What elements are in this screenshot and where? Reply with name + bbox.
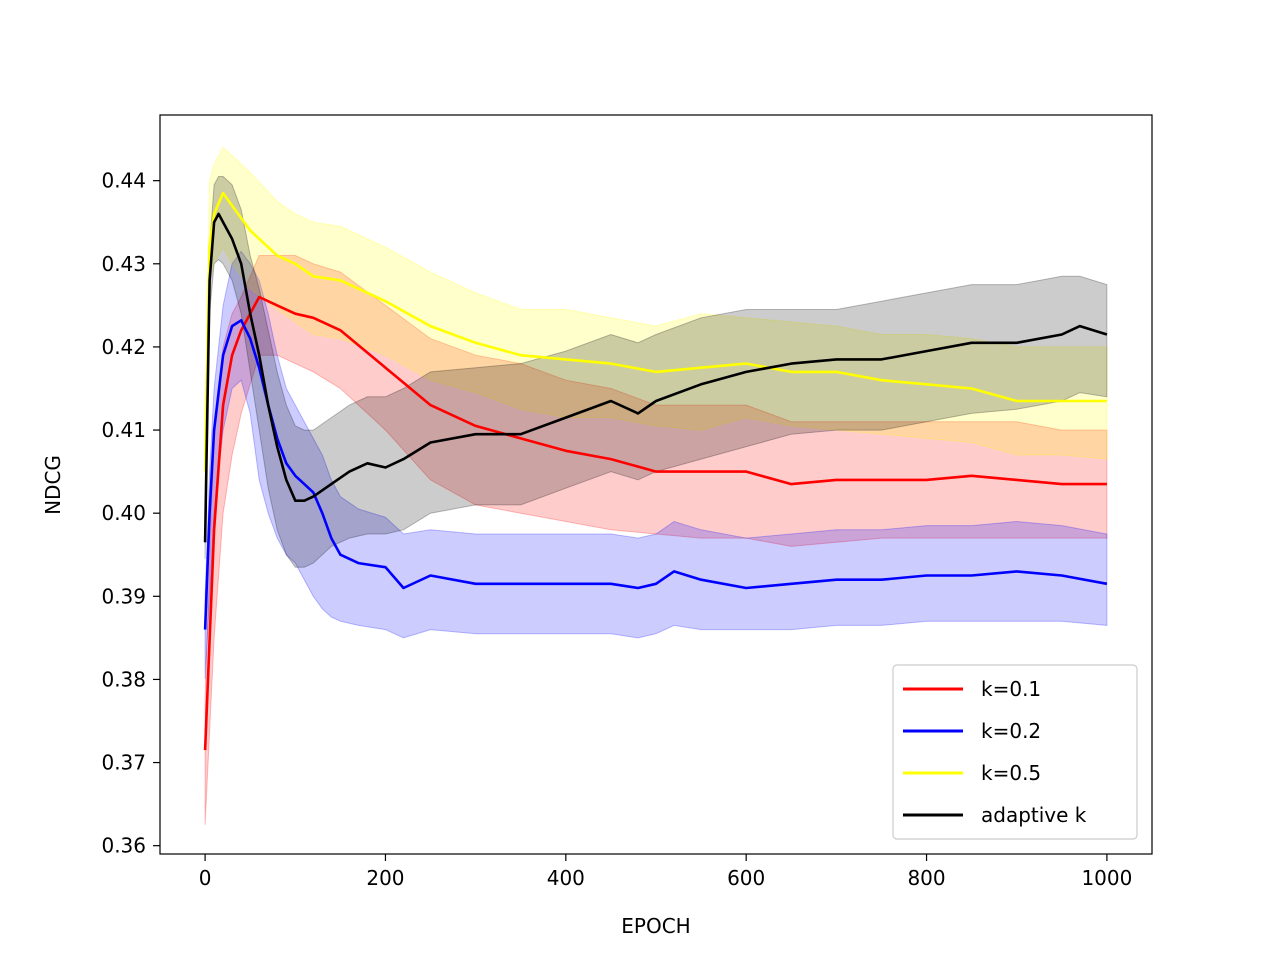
line-k-0-5 <box>203 191 1107 472</box>
x-axis-ticks: 0 200 400 600 800 1000 <box>199 854 1132 890</box>
line-k-0-2 <box>203 318 1108 630</box>
x-tick-label: 600 <box>727 866 765 890</box>
x-axis-label: EPOCH <box>621 914 690 938</box>
plot-frame <box>159 114 1153 855</box>
y-tick-label: 0.36 <box>101 834 146 858</box>
y-tick-label: 0.40 <box>101 501 146 525</box>
legend-label: k=0.1 <box>981 677 1041 701</box>
band-k-0-2 <box>204 250 1108 680</box>
line-adaptive-k <box>203 212 1108 543</box>
series-lines <box>203 191 1108 751</box>
y-tick-label: 0.42 <box>101 335 146 359</box>
x-tick-label: 400 <box>547 866 585 890</box>
y-tick-label: 0.38 <box>101 667 146 691</box>
y-axis-label: NDCG <box>41 455 65 515</box>
band-k-0-1 <box>204 255 1108 825</box>
legend-box <box>892 664 1138 840</box>
legend-label: adaptive k <box>981 803 1087 827</box>
legend-label: k=0.5 <box>981 761 1041 785</box>
x-tick-label: 0 <box>199 866 212 890</box>
x-tick-label: 200 <box>366 866 404 890</box>
band-k-0-5 <box>204 146 1108 514</box>
y-tick-label: 0.43 <box>101 252 146 276</box>
y-tick-label: 0.39 <box>101 584 146 608</box>
y-tick-label: 0.37 <box>101 751 146 775</box>
y-tick-label: 0.44 <box>101 169 146 193</box>
legend-label: k=0.2 <box>981 719 1041 743</box>
legend: k=0.1 k=0.2 k=0.5 adaptive k <box>892 664 1138 840</box>
y-axis-ticks: 0.36 0.37 0.38 0.39 0.40 0.41 0.42 0.43 0.44 <box>101 169 160 858</box>
y-tick-label: 0.41 <box>101 418 146 442</box>
x-tick-label: 800 <box>907 866 945 890</box>
x-tick-label: 1000 <box>1081 866 1132 890</box>
line-k-0-1 <box>203 295 1107 751</box>
